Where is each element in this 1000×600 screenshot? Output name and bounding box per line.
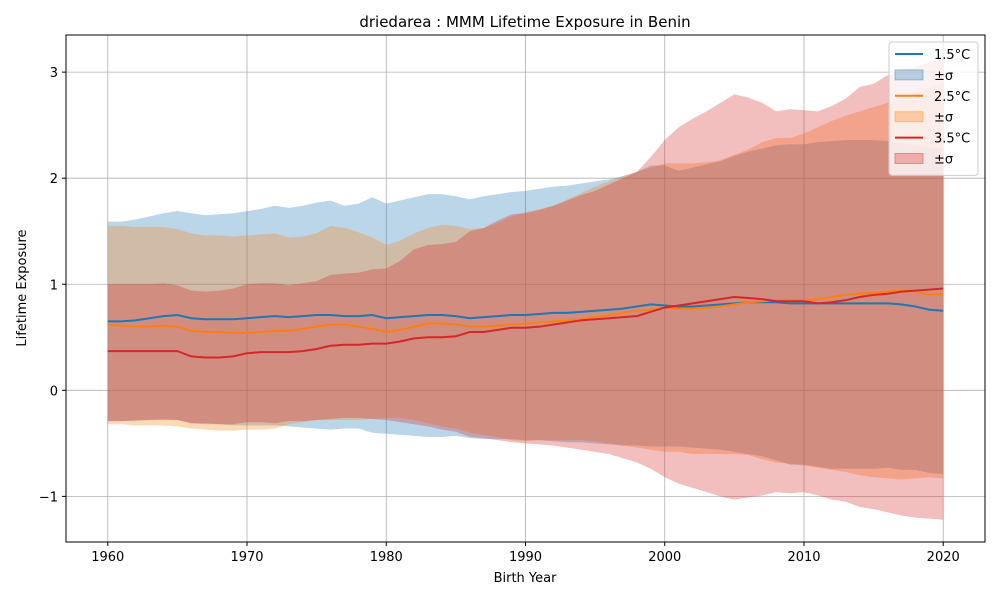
legend-label-series: 2.5°C (934, 90, 970, 105)
band-series-3 (107, 58, 944, 520)
legend-label-band: ±σ (934, 69, 953, 84)
lines (107, 287, 944, 359)
y-axis-label: Lifetime Exposure (15, 229, 30, 346)
x-tick-label: 2010 (787, 550, 820, 565)
x-tick-label: 2020 (927, 550, 960, 565)
line-series-1 (107, 301, 944, 323)
legend-label-band: ±σ (934, 111, 953, 126)
y-tick-label: −1 (39, 490, 58, 505)
legend-band-swatch-1 (894, 69, 924, 81)
x-tick-label: 1990 (509, 550, 542, 565)
x-tick-label: 2000 (648, 550, 681, 565)
legend-label-band: ±σ (934, 153, 953, 168)
y-axis: −1 0 1 2 3 (39, 66, 66, 505)
band-series-1 (107, 140, 944, 475)
legend-band-swatch-3 (894, 153, 924, 164)
x-tick-label: 1980 (370, 550, 403, 565)
legend-box (888, 41, 979, 176)
x-tick-label: 1970 (230, 550, 263, 565)
line-series-2 (107, 289, 944, 335)
legend-label-series: 1.5°C (934, 48, 970, 63)
legend-band-swatch-2 (894, 111, 924, 123)
legend: 1.5°C ±σ 2.5°C ±σ 3.5°C ±σ (888, 41, 979, 176)
y-tick-label: 2 (50, 172, 58, 187)
chart-title: driedarea : MMM Lifetime Exposure in Ben… (359, 13, 690, 31)
line-series-3 (107, 287, 944, 359)
y-tick-label: 0 (50, 384, 58, 399)
band-series-2 (107, 82, 944, 480)
grid (66, 35, 985, 542)
legend-label-series: 3.5°C (934, 132, 970, 147)
x-axis-label: Birth Year (494, 571, 558, 586)
x-tick-label: 1960 (91, 550, 124, 565)
bands (107, 58, 944, 520)
y-tick-label: 3 (50, 66, 58, 81)
x-axis: 1960 1970 1980 1990 2000 2010 2020 (91, 542, 960, 565)
y-tick-label: 1 (50, 278, 58, 293)
